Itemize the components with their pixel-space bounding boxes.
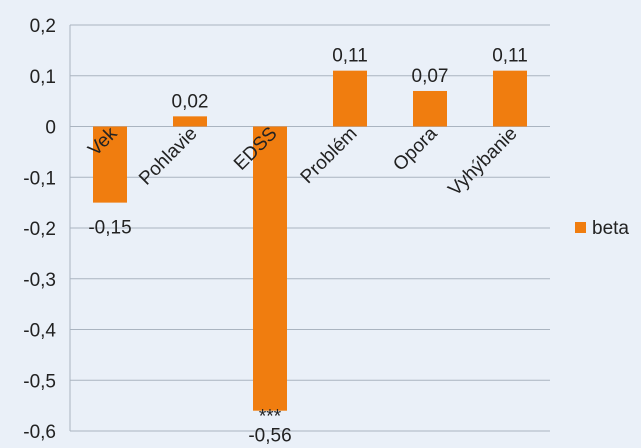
data-labels: -0,15 0,02 -0,56*** 0,11 0,07 0,11 — [88, 46, 527, 447]
y-tick-label: -0,3 — [23, 270, 56, 291]
bar-vek — [93, 126, 127, 203]
bar-edss — [253, 126, 287, 411]
category-labels: Vek Pohlavie EDSS Problém Opora Vyhýbanie — [84, 123, 521, 200]
category-label: Opora — [389, 123, 441, 175]
bar-opora — [413, 90, 447, 127]
legend-swatch — [575, 222, 586, 233]
data-label: 0,11 — [332, 46, 368, 67]
bar-pohlavie — [173, 116, 207, 127]
legend-label: beta — [592, 218, 629, 239]
data-label: 0,07 — [412, 66, 449, 87]
category-label: Vyhýbanie — [444, 123, 521, 200]
data-label: 0,02 — [172, 91, 209, 112]
data-label: -0,56 — [248, 426, 291, 447]
y-tick-label: -0,5 — [23, 371, 56, 392]
category-label: Pohlavie — [135, 123, 201, 189]
category-label: Problém — [297, 123, 362, 188]
data-label: -0,15 — [88, 218, 131, 239]
data-label: 0,11 — [492, 46, 528, 67]
y-tick-label: 0,1 — [30, 67, 56, 88]
y-tick-label: -0,1 — [23, 168, 56, 189]
bars — [93, 70, 527, 411]
bar-vyhýbanie — [493, 70, 527, 127]
bar-problém — [333, 70, 367, 127]
y-tick-label: 0,2 — [30, 16, 56, 37]
grid-lines — [69, 24, 550, 432]
y-tick-label: -0,4 — [23, 321, 56, 342]
y-tick-label: -0,6 — [23, 422, 56, 443]
legend: beta — [575, 218, 629, 239]
y-tick-label: 0 — [45, 118, 56, 139]
y-tick-label: -0,2 — [23, 219, 56, 240]
significance-annotation: *** — [259, 407, 282, 428]
y-axis-ticks: 0,2 0,1 0 -0,1 -0,2 -0,3 -0,4 -0,5 -0,6 — [23, 16, 56, 443]
